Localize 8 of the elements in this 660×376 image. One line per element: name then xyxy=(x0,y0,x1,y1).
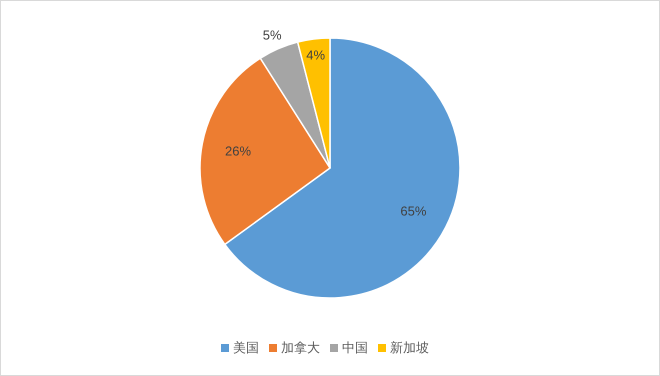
legend-label: 加拿大 xyxy=(281,340,320,355)
data-label: 5% xyxy=(262,27,282,42)
data-label: 4% xyxy=(306,48,326,62)
legend-label: 新加坡 xyxy=(390,340,429,355)
data-label: 26% xyxy=(225,143,252,158)
legend-label: 美国 xyxy=(233,340,259,355)
data-label: 65% xyxy=(400,203,427,218)
legend-label: 中国 xyxy=(342,340,368,355)
